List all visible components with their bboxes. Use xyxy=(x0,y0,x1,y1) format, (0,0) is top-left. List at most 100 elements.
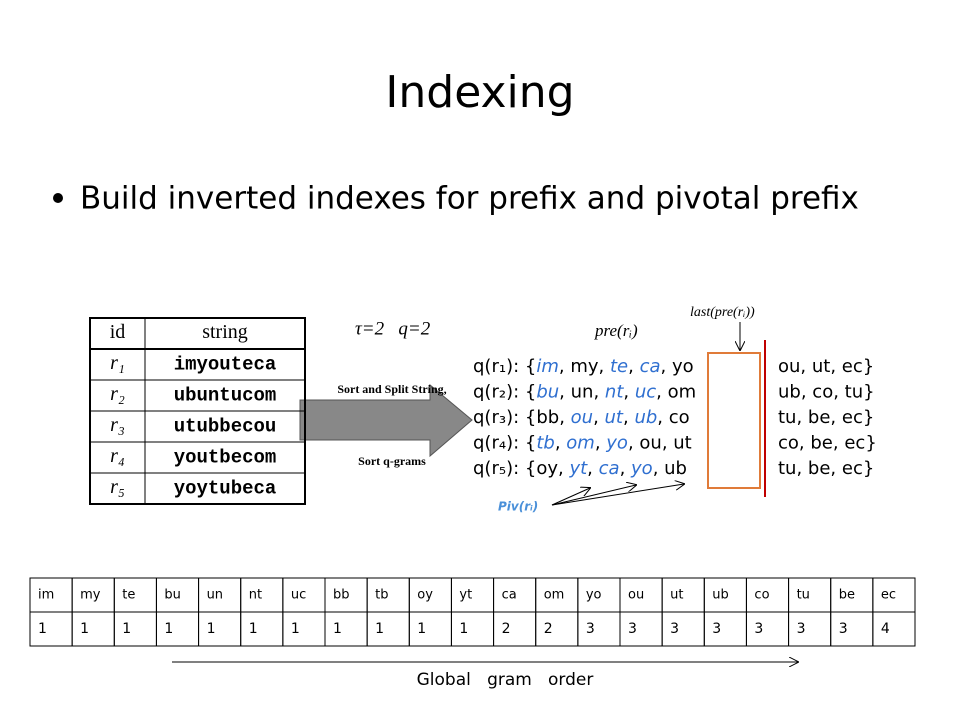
table-cell-border xyxy=(198,611,242,647)
qgram: oy xyxy=(536,458,558,479)
table-cell: 1 xyxy=(38,621,47,637)
qgram: ou xyxy=(639,433,661,454)
table-cell: bb xyxy=(333,588,350,603)
qgram: om xyxy=(668,382,697,403)
table-cell: nt xyxy=(249,588,262,603)
order-label: Global gram order xyxy=(417,670,594,690)
table-cell-border xyxy=(745,611,790,647)
table-cell-border xyxy=(450,611,495,647)
table-cell-border xyxy=(408,611,452,647)
table-cell: im xyxy=(38,588,54,603)
qgram-label: q(r₃): { xyxy=(473,407,536,428)
table-cell: imyouteca xyxy=(174,354,277,376)
qgram-label: q(r₄): { xyxy=(473,433,536,454)
table-cell: 3 xyxy=(712,621,721,637)
qgram: uc xyxy=(635,382,656,403)
qgram: co xyxy=(669,407,690,428)
qgram: ca xyxy=(640,356,661,377)
qgram: ub xyxy=(634,407,657,428)
table-cell: 1 xyxy=(333,621,342,637)
table-cell-border xyxy=(577,611,621,647)
table-cell: 1 xyxy=(249,621,258,637)
table-cell: 3 xyxy=(797,621,806,637)
qgram: ec xyxy=(842,458,863,479)
last-note: last(pre(rᵢ)) xyxy=(690,305,755,320)
table-cell: 1 xyxy=(207,621,216,637)
last-box xyxy=(707,352,761,489)
column-header: string xyxy=(202,321,248,343)
table-cell-border xyxy=(366,611,410,647)
qgram: yt xyxy=(568,458,588,479)
qgram-suffix: ou, ut, ec} xyxy=(778,356,874,377)
table-cell: my xyxy=(80,588,101,603)
table-cell: 3 xyxy=(628,621,637,637)
table-cell: ut xyxy=(670,588,683,603)
qgram: ec xyxy=(842,356,863,377)
table-cell: 4 xyxy=(881,621,890,637)
table-cell: 2 xyxy=(544,621,553,637)
qgram: be xyxy=(808,458,831,479)
table-cell-border xyxy=(493,611,537,647)
table-cell: r₄ xyxy=(110,445,125,467)
table-cell-border xyxy=(29,611,73,647)
column-header: id xyxy=(110,321,126,343)
qgram-suffix: tu, be, ec} xyxy=(778,407,874,428)
arrow-top: Sort and Split String, xyxy=(337,382,446,396)
qgram: yo xyxy=(605,433,628,454)
qgram: yo xyxy=(630,458,653,479)
table-cell: ec xyxy=(881,588,896,603)
table-cell: 3 xyxy=(839,621,848,637)
qgram: nt xyxy=(605,382,624,403)
arrow-bottom: Sort q-grams xyxy=(358,454,426,468)
table-cell-border xyxy=(324,611,368,647)
table-cell: utubbecou xyxy=(174,416,277,438)
qgram: be xyxy=(808,407,831,428)
table-cell: r₁ xyxy=(110,352,125,374)
table-cell: 3 xyxy=(754,621,763,637)
table-cell-border xyxy=(788,611,832,647)
qgram: ut xyxy=(673,433,691,454)
table-cell-border xyxy=(872,611,916,647)
qgram: bu xyxy=(536,382,559,403)
table-cell: 3 xyxy=(670,621,679,637)
qgram: tu xyxy=(778,407,796,428)
table-cell-border xyxy=(282,611,326,647)
qgram: tb xyxy=(536,433,554,454)
qgram: my xyxy=(570,356,599,377)
qgram: ou xyxy=(778,356,800,377)
table-cell: uc xyxy=(291,588,306,603)
qgram: ou xyxy=(571,407,593,428)
pivot-note: Piv(rᵢ) xyxy=(498,500,538,514)
qgram-label: q(r₂): { xyxy=(473,382,536,403)
qgram-line: q(r₅): {oy, yt, ca, yo, ub xyxy=(473,458,687,479)
table-cell: 3 xyxy=(586,621,595,637)
table-cell: 2 xyxy=(502,621,511,637)
qgram: co xyxy=(812,382,833,403)
table-cell: youtbecom xyxy=(174,447,277,469)
table-cell: ub xyxy=(712,588,729,603)
table-cell: tu xyxy=(797,588,810,603)
table-cell-border xyxy=(703,611,747,647)
table-cell-border xyxy=(71,611,115,647)
qgram: bb xyxy=(536,407,559,428)
qgram: im xyxy=(536,356,559,377)
qgram-line: q(r₃): {bb, ou, ut, ub, co xyxy=(473,407,690,428)
qgram: yo xyxy=(672,356,694,377)
table-cell: 1 xyxy=(291,621,300,637)
table-cell-border xyxy=(535,611,579,647)
table-cell: yo xyxy=(586,588,602,603)
table-cell: om xyxy=(544,588,565,603)
qgram: ub xyxy=(664,458,687,479)
table-cell: ca xyxy=(502,588,517,603)
params: τ=2 q=2 xyxy=(355,318,431,339)
table-cell-border xyxy=(113,611,157,647)
qgram-line: q(r₄): {tb, om, yo, ou, ut xyxy=(473,433,692,454)
table-cell: un xyxy=(207,588,223,603)
table-cell: 1 xyxy=(375,621,384,637)
table-cell-border xyxy=(240,611,284,647)
qgram: be xyxy=(810,433,833,454)
table-cell: 1 xyxy=(122,621,131,637)
qgram: un xyxy=(571,382,594,403)
qgram: om xyxy=(566,433,595,454)
